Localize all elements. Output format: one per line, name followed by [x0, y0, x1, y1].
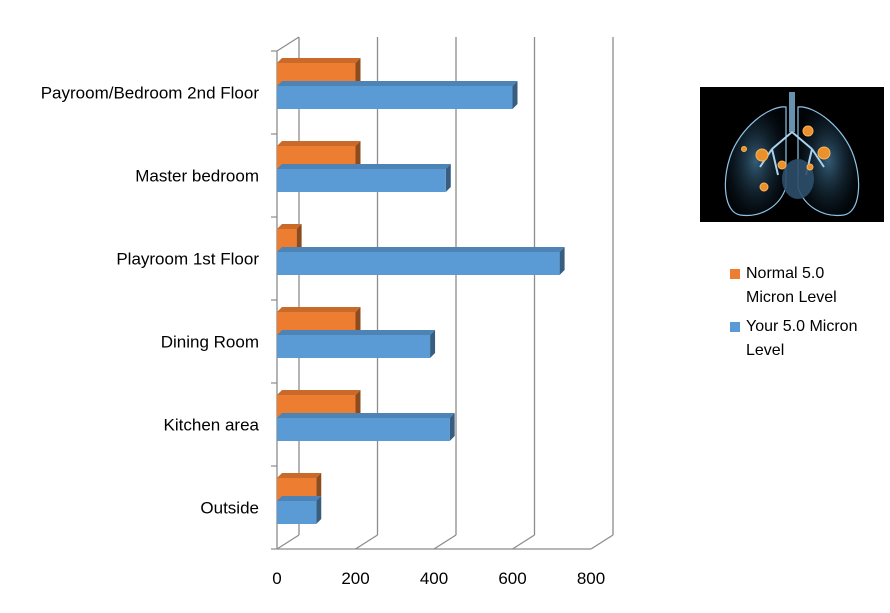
legend: Normal 5.0 Micron Level Your 5.0 Micron … [730, 262, 890, 368]
floor-gridline [512, 534, 535, 550]
bar-normal [277, 229, 297, 252]
category-label: Payroom/Bedroom 2nd Floor [41, 84, 260, 103]
bar-top-face [277, 141, 361, 146]
legend-label-normal: Normal 5.0 Micron Level [746, 265, 837, 306]
category-label: Playroom 1st Floor [116, 250, 259, 269]
x-tick-label: 200 [341, 569, 369, 588]
bar-top-face [277, 81, 518, 86]
bar-side-face [316, 473, 322, 501]
bar-side-face [355, 58, 361, 86]
legend-swatch-yours [730, 322, 740, 332]
bar-top-face [277, 413, 455, 418]
legend-swatch-normal [730, 269, 740, 279]
bar-top-face [277, 247, 565, 252]
bar-top-face [277, 164, 451, 169]
bar-side-face [445, 164, 451, 192]
floor-gridline [590, 534, 614, 550]
x-tick-label: 800 [577, 569, 605, 588]
category-label: Dining Room [161, 333, 259, 352]
bar-side-face [355, 307, 361, 335]
bar-top-face [277, 58, 361, 63]
bar-normal [277, 312, 356, 335]
bar-side-face [355, 141, 361, 169]
category-label: Outside [200, 499, 259, 518]
floor-gridline [355, 534, 378, 550]
bar-normal [277, 395, 356, 418]
legend-item-normal: Normal 5.0 Micron Level [730, 262, 890, 310]
bar-normal [277, 63, 356, 86]
bar-side-face [559, 247, 565, 275]
floor-gridline [433, 534, 457, 550]
x-tick-label: 600 [498, 569, 526, 588]
x-tick-label: 0 [272, 569, 281, 588]
bar-yours [277, 501, 317, 524]
bar-top-face [277, 496, 322, 501]
floor-gridline [276, 534, 300, 550]
bar-top-face [277, 330, 436, 335]
bar-yours [277, 418, 450, 441]
bar-top-face [277, 390, 361, 395]
bar-side-face [296, 224, 302, 252]
bar-yours [277, 252, 560, 275]
bar-side-face [355, 390, 361, 418]
category-label: Kitchen area [164, 416, 260, 435]
lungs-image [700, 87, 884, 222]
category-label: Master bedroom [135, 167, 259, 186]
legend-item-yours: Your 5.0 Micron Level [730, 315, 890, 363]
x-tick-label: 400 [420, 569, 448, 588]
bar-side-face [512, 81, 518, 109]
bar-top-face [277, 473, 322, 478]
y-axis-top-edge [276, 36, 300, 52]
bar-yours [277, 169, 446, 192]
bar-yours [277, 335, 431, 358]
bar-side-face [449, 413, 455, 441]
bar-normal [277, 478, 317, 501]
bar-top-face [277, 307, 361, 312]
bar-normal [277, 146, 356, 169]
bar-top-face [277, 224, 302, 229]
bar-side-face [316, 496, 322, 524]
bar-side-face [430, 330, 436, 358]
legend-label-yours: Your 5.0 Micron Level [746, 318, 858, 359]
bar-yours [277, 86, 513, 109]
